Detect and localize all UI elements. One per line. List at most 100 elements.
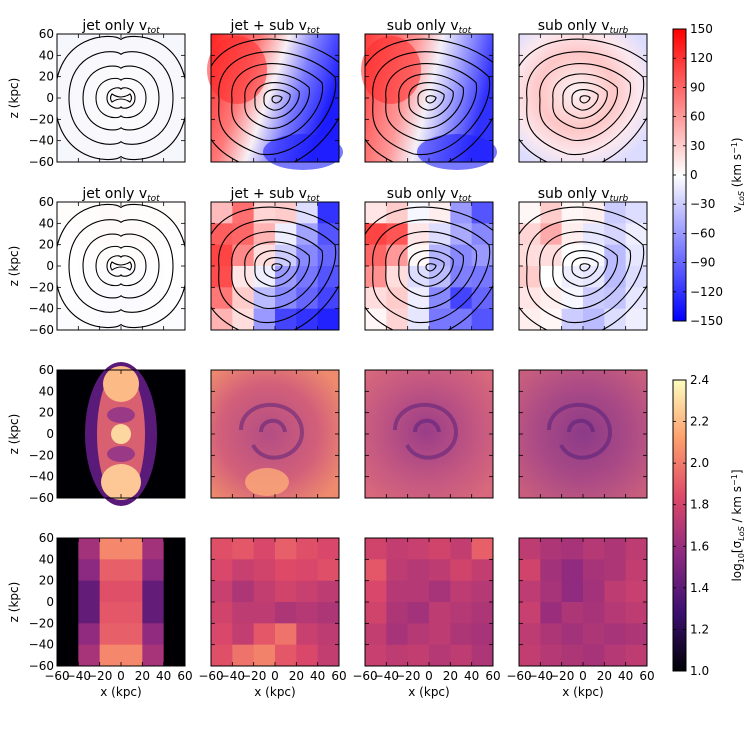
dispersion-bin <box>386 538 409 560</box>
dispersion-bin <box>519 580 541 603</box>
dispersion-bin <box>519 623 541 646</box>
velocity-bin <box>583 244 605 267</box>
x-tick-label: 20 <box>443 669 458 683</box>
z-axis-label: z (kpc) <box>7 414 21 455</box>
y-tick-label: 60 <box>39 531 54 545</box>
dispersion-bin <box>211 559 233 582</box>
dispersion-bin <box>561 644 584 667</box>
dispersion-bin <box>540 580 563 603</box>
dispersion-bin <box>296 602 319 624</box>
velocity-bin <box>121 244 143 267</box>
dispersion-bin <box>57 580 79 603</box>
dispersion-bin <box>471 538 494 560</box>
dispersion-bin <box>275 644 297 667</box>
dispersion-bin <box>540 644 563 667</box>
colorbar-tick: 90 <box>690 80 705 94</box>
velocity-bin <box>57 266 79 288</box>
density-contours <box>211 206 339 330</box>
panel-frame <box>364 537 494 667</box>
dispersion-bin <box>317 602 340 624</box>
y-tick-label: −60 <box>29 659 54 673</box>
dispersion-bin <box>57 602 79 624</box>
velocity-bin <box>275 244 297 267</box>
x-tick-label: 20 <box>289 669 304 683</box>
density-contours <box>519 206 647 330</box>
colorbar-tick: 1.8 <box>690 498 709 512</box>
dispersion-bin <box>163 623 186 646</box>
velocity-bin <box>142 287 165 310</box>
x-tick-label: −20 <box>87 669 112 683</box>
velocity-bin <box>232 202 255 224</box>
velocity-bin <box>121 202 143 224</box>
velocity-bin <box>317 202 340 224</box>
y-tick-label: −20 <box>29 280 54 294</box>
colorbar-tick: 1.0 <box>690 664 709 678</box>
dispersion-bin <box>211 580 233 603</box>
dispersion-bin <box>625 623 648 646</box>
velocity-bin <box>78 202 101 224</box>
velocity-bin <box>253 266 276 288</box>
dispersion-bin <box>583 580 605 603</box>
panel-title: jet only vtot <box>81 186 160 204</box>
dispersion-bin <box>211 602 233 624</box>
velocity-bin <box>99 266 122 288</box>
dispersion-bin <box>429 644 451 667</box>
density-contours <box>365 206 493 330</box>
velocity-bin <box>253 244 276 267</box>
velocity-bin <box>604 308 627 331</box>
dispersion-bin <box>540 623 563 646</box>
dispersion-bin <box>386 623 409 646</box>
dispersion-bin <box>604 559 627 582</box>
velocity-bin <box>275 287 297 310</box>
x-tick-label: 0 <box>117 669 125 683</box>
dispersion-bin <box>519 602 541 624</box>
panel-r3-c2 <box>210 369 340 499</box>
dispersion-bin <box>429 602 451 624</box>
dispersion-bin <box>561 602 584 624</box>
velocity-bin <box>142 223 165 246</box>
velocity-bin <box>99 202 122 224</box>
y-tick-label: 40 <box>39 552 54 566</box>
dispersion-bin <box>471 623 494 646</box>
dispersion-bin <box>365 580 387 603</box>
dispersion-bin <box>317 644 340 667</box>
dispersion-bin <box>450 602 473 624</box>
dispersion-bin <box>57 644 79 667</box>
y-tick-label: −20 <box>29 112 54 126</box>
velocity-bin <box>57 223 79 246</box>
dispersion-bin <box>407 623 430 646</box>
dispersion-bin <box>142 602 165 624</box>
velocity-bin <box>583 308 605 331</box>
panel-frame <box>210 33 340 163</box>
dispersion-bin <box>163 580 186 603</box>
velocity-bin <box>78 223 101 246</box>
velocity-bin <box>78 287 101 310</box>
dispersion-bin <box>275 623 297 646</box>
velocity-bin <box>163 202 186 224</box>
panel-title: jet only vtot <box>81 18 160 36</box>
x-tick-label: −60 <box>506 669 531 683</box>
panel-frame <box>364 369 494 499</box>
dispersion-bin <box>142 644 165 667</box>
density-contours <box>365 38 493 162</box>
dispersion-bin <box>471 559 494 582</box>
velocity-bin <box>471 244 494 267</box>
density-contours <box>519 38 647 162</box>
x-tick-label: 0 <box>271 669 279 683</box>
colorbar-tick: 2.4 <box>690 373 709 387</box>
x-tick-label: 60 <box>639 669 654 683</box>
velocity-bin <box>232 308 255 331</box>
dispersion-bin <box>78 580 101 603</box>
dispersion-bin <box>78 602 101 624</box>
dispersion-bin <box>296 559 319 582</box>
velocity-bin <box>232 223 255 246</box>
x-tick-label: 40 <box>618 669 633 683</box>
velocity-bin <box>317 244 340 267</box>
colorbar-tick: −60 <box>690 226 715 240</box>
velocity-bin <box>365 266 387 288</box>
dispersion-bin <box>625 559 648 582</box>
dispersion-bin <box>317 559 340 582</box>
dispersion-bin <box>253 538 276 560</box>
y-tick-label: 40 <box>39 384 54 398</box>
dispersion-bin <box>365 602 387 624</box>
